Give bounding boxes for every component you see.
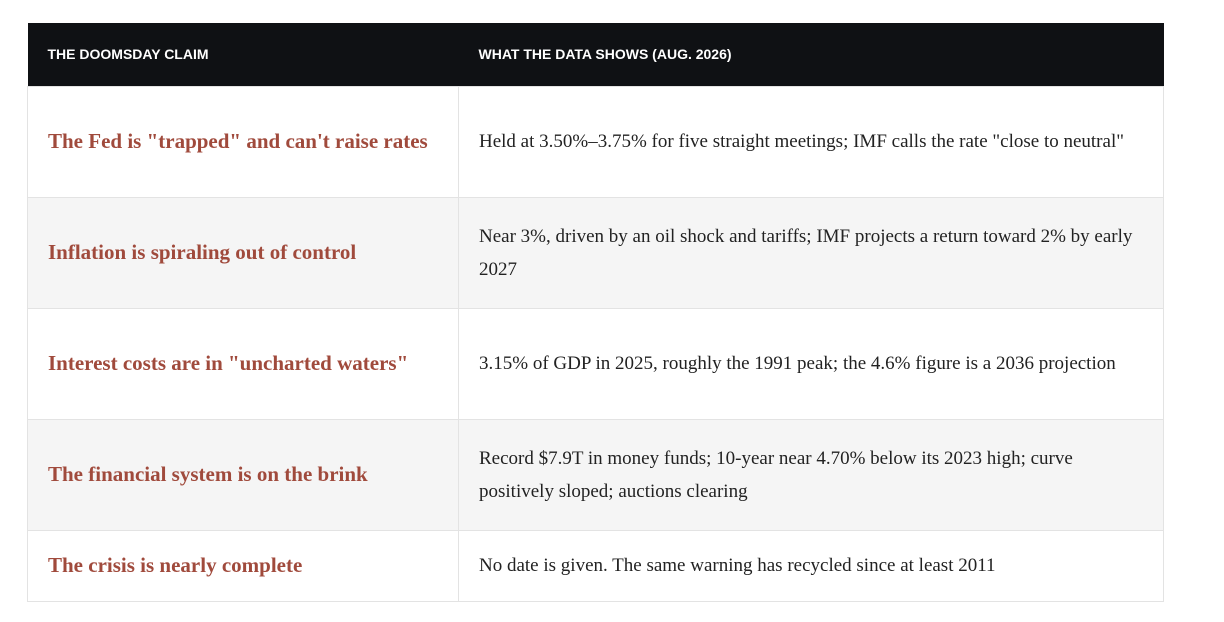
comparison-table: THE DOOMSDAY CLAIM WHAT THE DATA SHOWS (… xyxy=(27,23,1164,602)
table-container: THE DOOMSDAY CLAIM WHAT THE DATA SHOWS (… xyxy=(27,23,1164,602)
fact-cell: Record $7.9T in money funds; 10-year nea… xyxy=(458,418,1164,531)
header-cell: THE DOOMSDAY CLAIM xyxy=(27,23,459,86)
claim-cell: The crisis is nearly complete xyxy=(27,529,459,602)
table-row: The financial system is on the brink Reco… xyxy=(27,418,1164,531)
table-row: The crisis is nearly complete No date is … xyxy=(27,529,1164,602)
claim-cell: Interest costs are in "uncharted waters" xyxy=(27,307,459,420)
claim-cell: The financial system is on the brink xyxy=(27,418,459,531)
fact-cell: 3.15% of GDP in 2025, roughly the 1991 p… xyxy=(458,307,1164,420)
fact-cell: Near 3%, driven by an oil shock and tari… xyxy=(458,196,1164,309)
table-row: The Fed is "trapped" and can't raise rat… xyxy=(27,85,1164,198)
claim-cell: The Fed is "trapped" and can't raise rat… xyxy=(27,85,459,198)
fact-cell: No date is given. The same warning has r… xyxy=(458,529,1164,602)
claim-cell: Inflation is spiraling out of control xyxy=(27,196,459,309)
fact-cell: Held at 3.50%–3.75% for five straight me… xyxy=(458,85,1164,198)
table-row: Interest costs are in "uncharted waters"… xyxy=(27,307,1164,420)
header-row: THE DOOMSDAY CLAIM WHAT THE DATA SHOWS (… xyxy=(27,23,1164,86)
header-cell: WHAT THE DATA SHOWS (AUG. 2026) xyxy=(458,23,1164,86)
table-row: Inflation is spiraling out of control Nea… xyxy=(27,196,1164,309)
